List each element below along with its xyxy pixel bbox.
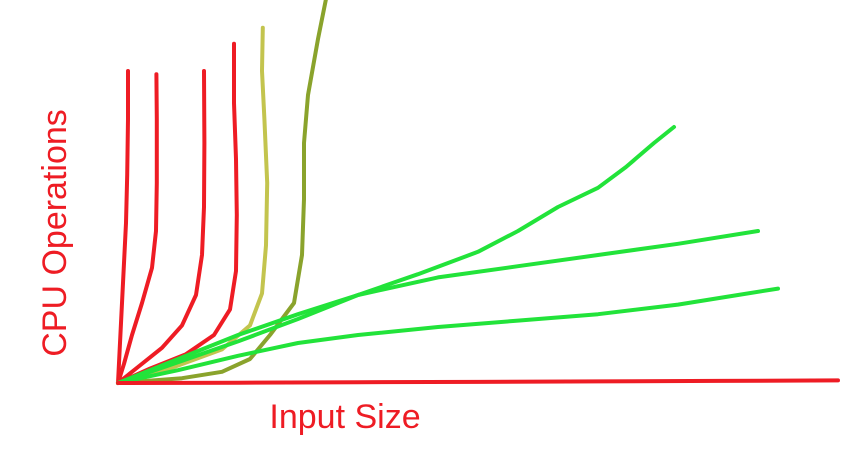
curve-5	[116, 25, 270, 385]
curve-3	[116, 69, 207, 385]
curve-9	[116, 286, 780, 385]
x-axis-label: Input Size	[269, 398, 420, 436]
curve-7	[116, 125, 676, 385]
curves-group	[116, 0, 840, 385]
curve-10	[116, 378, 840, 385]
curve-8	[116, 229, 760, 385]
y-axis-label: CPU Operations	[36, 109, 74, 357]
curve-6	[116, 0, 328, 385]
curve-1	[116, 69, 130, 385]
curve-2	[116, 72, 159, 385]
